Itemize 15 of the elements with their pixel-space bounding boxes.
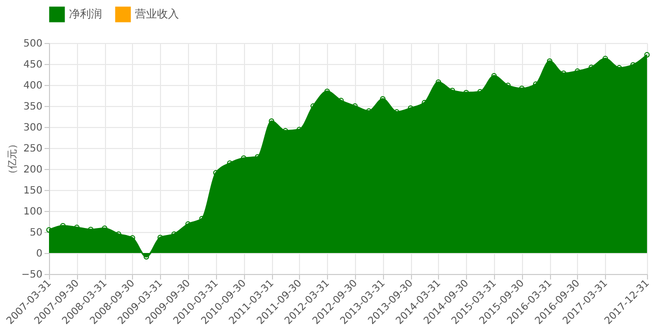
y-tick-label: 0 — [36, 248, 42, 260]
y-tick-label: −50 — [21, 270, 42, 280]
y-tick-label: 250 — [23, 144, 42, 154]
y-axis-title: （亿元） — [7, 139, 18, 179]
y-tick-label: 200 — [23, 164, 42, 176]
y-tick-label: 400 — [23, 80, 42, 92]
y-tick-label: 500 — [23, 38, 42, 50]
y-tick-label: 100 — [23, 206, 42, 218]
legend-label: 营业收入 — [135, 7, 179, 20]
y-tick-label: 450 — [23, 60, 42, 70]
y-tick-label: 150 — [23, 186, 42, 196]
y-tick-label: 50 — [30, 228, 42, 238]
y-tick-label: 350 — [23, 102, 42, 112]
legend-label: 净利润 — [69, 7, 102, 20]
y-tick-label: 300 — [23, 122, 42, 134]
